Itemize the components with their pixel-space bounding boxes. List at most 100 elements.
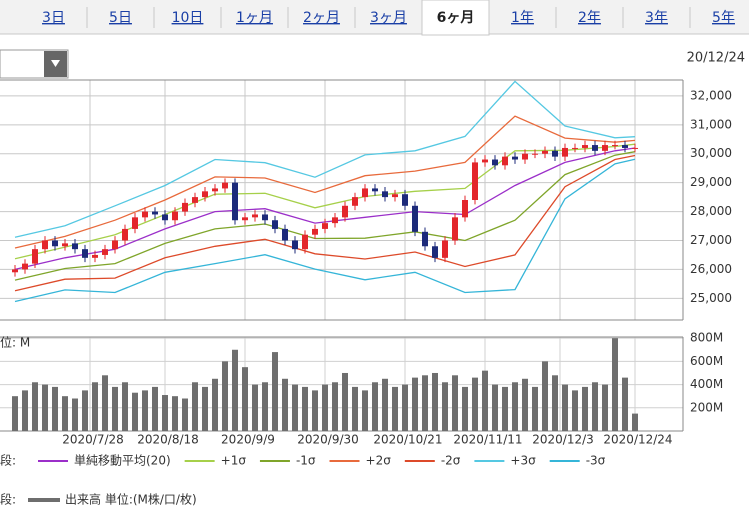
candle-body [432,246,438,258]
band-line [14,147,636,271]
candle-body [352,197,358,206]
volume-bar [402,384,408,431]
volume-bar [612,338,618,431]
candle-body [82,249,88,258]
tab[interactable]: 5年 [712,10,735,26]
legend-text: -3σ [586,454,606,468]
candle-body [472,162,478,200]
volume-bar [22,390,28,431]
legend-label: 段: [0,453,16,468]
tab[interactable]: 3年 [645,10,668,26]
volume-bar [312,390,318,431]
volume-bar [172,396,178,431]
candle-body [412,205,418,232]
y-tick-label: 600M [690,354,723,368]
y-tick-label: 29,000 [690,175,732,189]
x-tick-label: 2020/9/30 [297,433,359,447]
candle-body [32,249,38,264]
x-tick-label: 2020/12/3 [532,433,594,447]
y-tick-label: 26,000 [690,262,732,276]
tab-bar [0,0,749,34]
tab[interactable]: 1ヶ月 [236,10,273,26]
volume-bar [592,382,598,431]
candle-body [112,240,118,250]
candle-body [372,188,378,192]
candle-body [332,217,338,224]
volume-bar [392,386,398,431]
candle-body [562,147,568,157]
volume-bar [542,361,548,431]
volume-bar [202,386,208,431]
candle-body [252,214,258,218]
volume-bar [182,398,188,431]
candle-body [182,202,188,212]
tab[interactable]: 2年 [578,10,601,26]
volume-bar [42,384,48,431]
candle-body [92,254,98,258]
candle-body [262,214,268,221]
candle-body [202,191,208,198]
volume-bar [32,382,38,431]
volume-bar [352,386,358,431]
volume-bar [602,384,608,431]
candle-body [572,147,578,149]
candle-body [522,153,528,160]
band-line [14,151,636,281]
y-tick-label: 32,000 [690,88,732,102]
candle-body [312,228,318,235]
volume-bar [72,398,78,431]
volume-bar [522,378,528,431]
candle-body [392,194,398,198]
candle-body [532,153,538,155]
volume-bar [302,386,308,431]
candle-body [322,223,328,229]
volume-bar [92,382,98,431]
candle-body [462,200,468,218]
volume-bar [372,382,378,431]
candle-body [342,205,348,218]
x-tick-label: 2020/9/9 [221,433,275,447]
tab[interactable]: 10日 [172,10,204,26]
candle-body [422,231,428,247]
volume-bar [552,375,558,431]
volume-bar [282,378,288,431]
band-line [14,115,636,249]
candle-body [552,150,558,157]
x-tick-label: 2020/7/28 [62,433,124,447]
y-tick-label: 30,000 [690,146,732,160]
tab[interactable]: 2ヶ月 [303,10,340,26]
volume-bar [82,390,88,431]
volume-bar [512,382,518,431]
volume-bar [482,370,488,431]
tab[interactable]: 1年 [511,10,534,26]
candle-body [302,234,308,250]
volume-bar [432,372,438,431]
volume-bar [222,361,228,431]
candle-body [292,240,298,250]
candle-body [602,145,608,151]
volume-bar [342,372,348,431]
volume-bar [242,367,248,431]
candle-body [272,220,278,229]
volume-bar [572,390,578,431]
candle-body [232,182,238,221]
tab[interactable]: 3日 [42,10,65,26]
tab-selected-bg [421,0,490,36]
candle-body [152,211,158,215]
legend-text: -1σ [296,454,316,468]
legend-text: +2σ [366,454,392,468]
volume-bar [632,413,638,431]
y-tick-label: 31,000 [690,117,732,131]
legend-text: +3σ [510,454,536,468]
legend-text: 出来高 単位:(M株/口/枚) [65,492,197,507]
candle-body [502,156,508,166]
y-tick-label: 200M [690,400,723,414]
candle-body [242,217,248,221]
tab[interactable]: 6ヶ月 [437,10,475,26]
candle-body [172,211,178,221]
volume-bar [362,390,368,431]
tab[interactable]: 3ヶ月 [370,10,407,26]
tab[interactable]: 5日 [109,10,132,26]
